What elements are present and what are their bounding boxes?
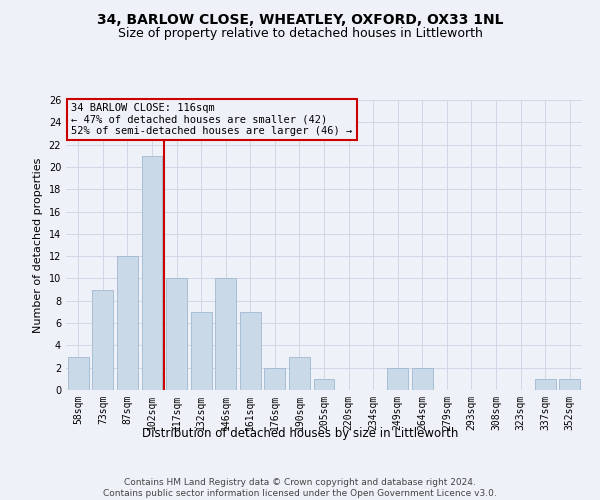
Bar xyxy=(215,278,236,390)
Text: 34, BARLOW CLOSE, WHEATLEY, OXFORD, OX33 1NL: 34, BARLOW CLOSE, WHEATLEY, OXFORD, OX33… xyxy=(97,12,503,26)
Bar xyxy=(240,312,261,390)
Bar xyxy=(559,379,580,390)
Bar xyxy=(412,368,433,390)
Bar xyxy=(314,379,334,390)
Bar xyxy=(142,156,163,390)
Text: Distribution of detached houses by size in Littleworth: Distribution of detached houses by size … xyxy=(142,428,458,440)
Text: 34 BARLOW CLOSE: 116sqm
← 47% of detached houses are smaller (42)
52% of semi-de: 34 BARLOW CLOSE: 116sqm ← 47% of detache… xyxy=(71,103,352,136)
Bar xyxy=(191,312,212,390)
Text: Size of property relative to detached houses in Littleworth: Size of property relative to detached ho… xyxy=(118,28,482,40)
Bar xyxy=(535,379,556,390)
Bar xyxy=(265,368,286,390)
Y-axis label: Number of detached properties: Number of detached properties xyxy=(33,158,43,332)
Bar xyxy=(92,290,113,390)
Bar xyxy=(166,278,187,390)
Bar xyxy=(117,256,138,390)
Bar xyxy=(68,356,89,390)
Bar xyxy=(289,356,310,390)
Bar xyxy=(387,368,408,390)
Text: Contains HM Land Registry data © Crown copyright and database right 2024.
Contai: Contains HM Land Registry data © Crown c… xyxy=(103,478,497,498)
